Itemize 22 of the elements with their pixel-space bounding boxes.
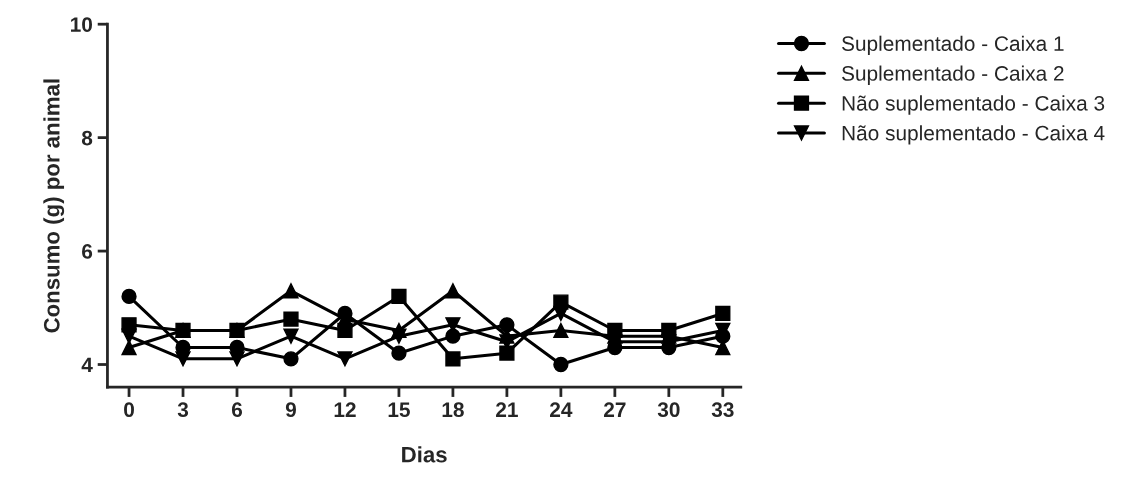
x-tick-label: 12 [334, 402, 356, 417]
x-tick-label: 33 [711, 402, 734, 418]
y-axis-title: Consumo (g) por animal [43, 79, 65, 333]
x-tick-label: 3 [177, 402, 189, 418]
x-tick-label: 27 [603, 402, 626, 417]
x-tick-label: 24 [550, 402, 573, 417]
x-tick-label: 15 [388, 402, 410, 418]
y-tick-label: 10 [71, 17, 93, 32]
legend-label: Não suplementado - Caixa 3 [842, 95, 1105, 115]
x-tick-label: 0 [124, 402, 134, 418]
legend-label: Suplementado - Caixa 1 [842, 35, 1064, 56]
x-tick-label: 9 [285, 402, 296, 418]
x-tick-label: 18 [442, 402, 464, 418]
y-tick-label: 8 [81, 130, 93, 146]
y-tick-label: 4 [81, 357, 93, 373]
legend-label: Suplementado - Caixa 2 [842, 65, 1064, 85]
x-tick-label: 21 [496, 402, 518, 417]
x-tick-label: 6 [231, 402, 243, 418]
legend-label: Não suplementado - Caixa 4 [842, 125, 1105, 145]
x-axis-title: Dias [402, 446, 447, 463]
y-tick-label: 6 [82, 244, 93, 259]
x-tick-label: 30 [657, 402, 680, 418]
